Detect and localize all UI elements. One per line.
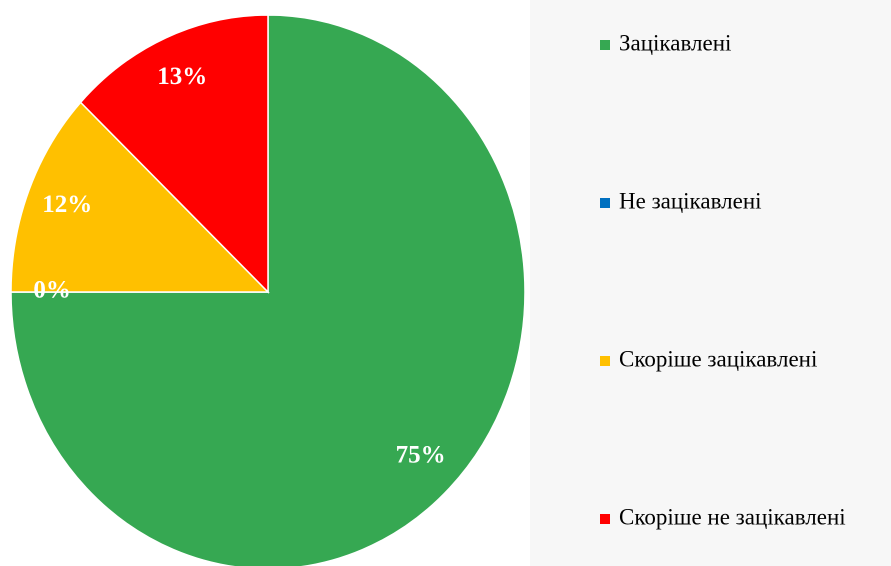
data-label: 13%	[157, 63, 207, 90]
legend-label: Зацікавлені	[619, 30, 731, 55]
legend-marker	[600, 356, 610, 366]
pie-slice	[10, 101, 270, 293]
pie-slice	[79, 14, 269, 294]
legend-label: Не зацікавлені	[619, 188, 762, 213]
legend-marker	[600, 514, 610, 524]
pie-slice	[10, 14, 526, 566]
legend-label: Скоріше не зацікавлені	[619, 504, 846, 529]
data-label: 12%	[42, 191, 92, 218]
legend-marker	[600, 198, 610, 208]
data-label: 75%	[396, 441, 446, 468]
data-label: 0%	[33, 277, 71, 304]
legend-panel	[530, 0, 891, 566]
legend-label: Скоріше зацікавлені	[619, 346, 817, 371]
legend-marker	[600, 40, 610, 50]
